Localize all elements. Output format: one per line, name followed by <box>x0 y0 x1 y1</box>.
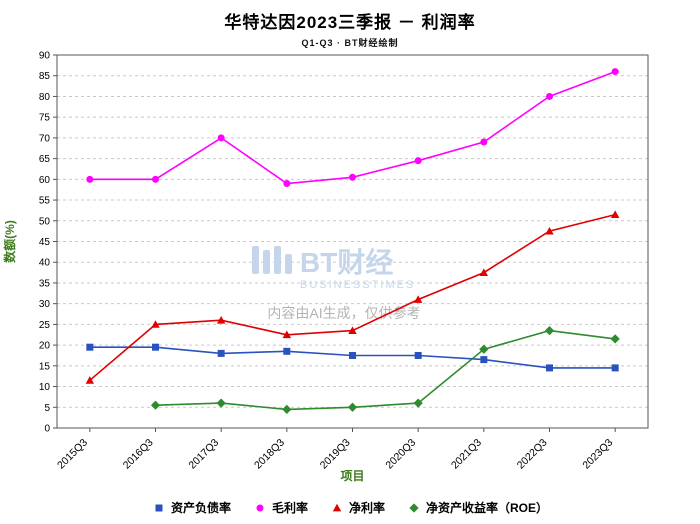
legend-triangle-icon <box>332 503 342 511</box>
x-tick-label: 2021Q3 <box>449 437 484 472</box>
square-marker <box>283 347 291 355</box>
triangle-marker <box>479 268 489 276</box>
legend-label: 净资产收益率（ROE） <box>426 501 549 515</box>
square-marker <box>86 343 94 351</box>
triangle-marker <box>348 326 357 335</box>
watermark-ai-note: 内容由AI生成，仅供参考 <box>267 305 420 321</box>
y-tick-label: 40 <box>39 258 51 269</box>
y-tick-label: 75 <box>39 113 51 124</box>
triangle-marker <box>151 320 160 328</box>
y-tick-label: 30 <box>39 299 51 310</box>
diamond-marker <box>216 398 226 408</box>
y-tick-label: 55 <box>39 196 51 207</box>
triangle-marker <box>332 503 342 511</box>
square-marker <box>546 364 553 372</box>
y-tick-label: 45 <box>39 237 51 248</box>
legend-label: 资产负债率 <box>170 501 231 515</box>
x-tick-label: 2020Q3 <box>383 437 418 472</box>
y-tick-label: 65 <box>39 154 51 165</box>
triangle-marker <box>545 226 554 235</box>
y-tick-label: 35 <box>39 278 51 289</box>
circle-marker <box>256 504 264 511</box>
series-square <box>86 343 619 372</box>
circle-marker <box>546 92 553 100</box>
chart-title: 华特达因2023三季报 － 利润率 <box>224 13 476 32</box>
diamond-marker <box>150 400 161 410</box>
square-marker <box>155 504 163 511</box>
legend-square-icon <box>155 504 163 511</box>
x-tick-label: 2019Q3 <box>318 437 353 472</box>
chart-subtitle: Q1-Q3 · BT财经绘制 <box>301 38 399 48</box>
x-tick-label: 2023Q3 <box>580 437 615 472</box>
series-diamond <box>150 326 620 414</box>
y-tick-label: 5 <box>44 403 50 414</box>
square-marker <box>349 351 356 359</box>
legend-label: 毛利率 <box>271 501 308 515</box>
square-marker <box>611 364 619 372</box>
x-tick-label: 2015Q3 <box>55 437 90 472</box>
legend-item: 净利率 <box>330 499 385 516</box>
circle-marker <box>217 134 225 142</box>
square-marker <box>414 351 422 359</box>
y-tick-label: 90 <box>39 51 51 62</box>
triangle-marker <box>85 376 95 384</box>
diamond-marker <box>282 404 292 414</box>
x-tick-label: 2017Q3 <box>186 437 221 472</box>
series-triangle <box>85 210 620 384</box>
y-axis-label: 数额(%) <box>2 220 17 263</box>
diamond-marker <box>413 398 423 408</box>
x-tick-label: 2022Q3 <box>515 437 550 472</box>
legend-circle-icon <box>256 504 264 511</box>
circle-marker <box>283 179 291 187</box>
circle-marker <box>349 173 356 181</box>
y-tick-label: 70 <box>39 133 51 144</box>
triangle-marker <box>413 295 423 303</box>
y-tick-label: 20 <box>39 341 51 352</box>
circle-marker <box>480 138 488 146</box>
square-marker <box>217 349 225 357</box>
series-line <box>89 70 616 185</box>
y-tick-label: 50 <box>39 216 51 227</box>
watermark-logo: BT财经 <box>300 246 393 278</box>
y-tick-label: 0 <box>44 424 50 435</box>
series-circle <box>86 68 619 187</box>
circle-marker <box>611 68 619 76</box>
legend-item: 资产负债率 <box>152 499 231 516</box>
x-tick-label: 2018Q3 <box>252 437 287 472</box>
y-tick-label: 80 <box>39 92 51 103</box>
watermark-logo-sub: BUSINESSTIMES <box>300 279 415 291</box>
legend-label: 净利率 <box>349 501 386 515</box>
triangle-marker <box>216 316 226 324</box>
series-line <box>155 329 616 411</box>
diamond-marker <box>347 402 358 412</box>
triangle-marker <box>610 210 620 218</box>
diamond-marker <box>479 344 489 354</box>
square-marker <box>152 343 159 351</box>
chart-legend: 资产负债率 毛利率 净利率 净资产收益率（ROE） <box>0 499 700 516</box>
y-tick-label: 10 <box>39 382 51 393</box>
circle-marker <box>414 157 422 165</box>
circle-marker <box>86 175 94 183</box>
x-tick-label: 2016Q3 <box>121 437 156 472</box>
diamond-marker <box>544 326 555 336</box>
diamond-marker <box>409 502 419 513</box>
y-tick-label: 15 <box>39 361 51 372</box>
legend-item: 净资产收益率（ROE） <box>407 499 548 516</box>
triangle-marker <box>282 330 292 339</box>
legend-diamond-icon <box>409 502 419 513</box>
x-axis-label: 项目 <box>340 469 364 483</box>
y-tick-label: 60 <box>39 175 51 186</box>
y-tick-label: 25 <box>39 320 51 331</box>
square-marker <box>480 356 488 364</box>
diamond-marker <box>610 334 620 344</box>
y-tick-label: 85 <box>39 71 51 82</box>
line-chart: 0 5 10 15 20 25 30 35 40 45 50 55 60 65 70 75 80 85 90 2015… <box>2 51 649 483</box>
circle-marker <box>152 175 159 183</box>
legend-item: 毛利率 <box>253 499 308 516</box>
